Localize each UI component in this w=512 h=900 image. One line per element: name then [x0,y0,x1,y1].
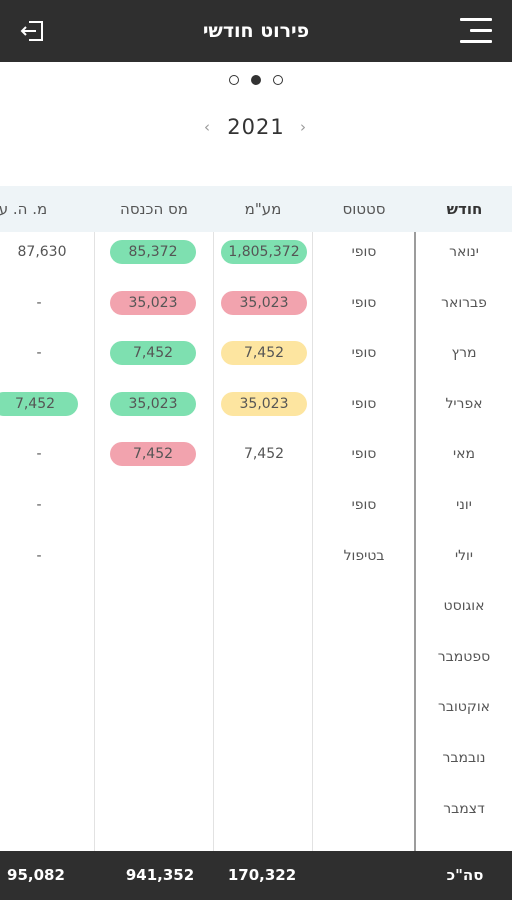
prev-year-arrow[interactable]: ‹ [204,118,210,136]
month-label: ספטמבר [437,649,491,665]
month-label: יוני [456,497,472,513]
pager-dot-3[interactable] [273,75,283,85]
status-label: סופי [351,497,377,513]
vat-value: 35,023 [221,392,307,416]
column-divider-main [414,232,416,852]
col-header-status: סטטוס [342,200,386,218]
month-label: יולי [454,548,474,564]
totals-bar: 95,082 941,352 170,322 סה"כ [0,851,512,900]
month-label: ינואר [449,244,479,260]
social-value: 87,630 [17,244,67,260]
status-label: בטיפול [343,548,385,564]
social-value: - [36,497,42,513]
vat-total: 170,322 [227,866,297,884]
app-header: פירוט חודשי [0,0,512,62]
status-label: סופי [351,396,377,412]
logout-icon[interactable] [20,19,46,43]
year-selector: ‹ 2021 › [0,110,512,144]
col-header-month: חודש [446,200,483,218]
social-value: 7,452 [0,392,78,416]
month-label: מרץ [451,345,477,361]
vat-value: 1,805,372 [221,240,307,264]
month-label: אוקטובר [438,699,490,715]
monthly-table: מ. ה. עוב מס הכנסה מע"מ סטטוס חודש ינואר… [0,186,512,852]
month-label: דצמבר [443,801,485,817]
income-tax-value: 85,372 [110,240,196,264]
column-divider [94,232,95,852]
status-label: סופי [351,295,377,311]
page-indicator [0,74,512,88]
col-header-social: מ. ה. עוב [0,200,48,218]
col-header-income-tax: מס הכנסה [120,200,188,218]
vat-value: 7,452 [243,446,285,462]
col-header-vat: מע"מ [244,200,282,218]
income-tax-total: 941,352 [125,866,195,884]
month-label: אוגוסט [443,598,485,614]
pager-dot-1[interactable] [229,75,239,85]
column-divider [213,232,214,852]
income-tax-value: 35,023 [110,392,196,416]
menu-icon[interactable] [460,18,492,44]
social-value: - [36,295,42,311]
status-label: סופי [351,446,377,462]
month-label: מאי [453,446,475,462]
status-label: סופי [351,244,377,260]
column-divider [312,232,313,852]
table-header: מ. ה. עוב מס הכנסה מע"מ סטטוס חודש [0,186,512,232]
page-title: פירוט חודשי [202,20,310,42]
social-value: - [36,345,42,361]
status-label: סופי [351,345,377,361]
social-value: - [36,548,42,564]
month-label: אפריל [445,396,483,412]
pager-dot-2[interactable] [251,75,261,85]
totals-label: סה"כ [446,866,484,884]
social-value: - [36,446,42,462]
income-tax-value: 7,452 [110,442,196,466]
month-label: נובמבר [442,750,486,766]
social-total: 95,082 [7,866,65,884]
vat-value: 7,452 [221,341,307,365]
income-tax-value: 35,023 [110,291,196,315]
vat-value: 35,023 [221,291,307,315]
month-label: פברואר [441,295,487,311]
next-year-arrow[interactable]: › [300,118,306,136]
income-tax-value: 7,452 [110,341,196,365]
year-label: 2021 [227,115,285,139]
